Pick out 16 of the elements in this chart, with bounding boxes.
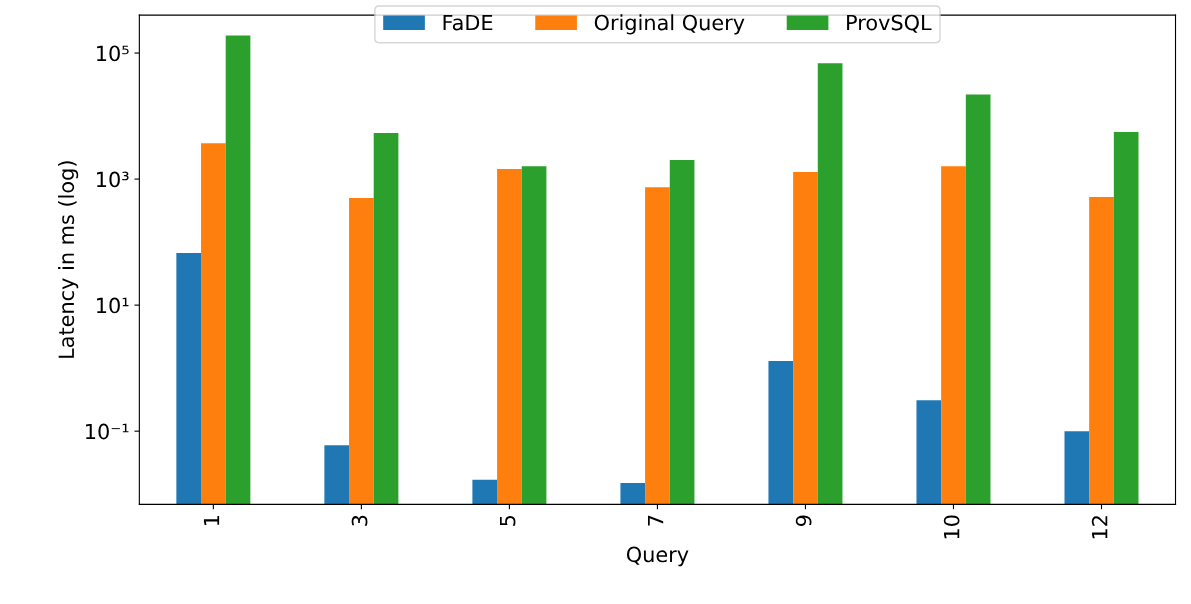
y-tick-label: 10⁵ xyxy=(97,45,129,62)
y-axis-title: Latency in ms (log) xyxy=(58,161,79,358)
x-tick-label: 7 xyxy=(647,515,664,526)
x-tick-label: 5 xyxy=(499,515,516,526)
x-tick-label: 3 xyxy=(351,515,368,526)
x-tick-label: 1 xyxy=(203,515,220,526)
x-axis-title: Query xyxy=(626,546,689,567)
legend-label: ProvSQL xyxy=(847,14,932,33)
x-tick-label: 10 xyxy=(943,515,960,539)
x-tick-label: 9 xyxy=(795,515,812,527)
y-tick-label: 10³ xyxy=(97,171,129,188)
x-tick-label: 12 xyxy=(1091,516,1108,539)
y-tick-label: 10¹ xyxy=(97,297,129,314)
legend-label: FaDE xyxy=(443,14,493,31)
legend-label: Original Query xyxy=(594,14,745,35)
y-tick-label: 10⁻¹ xyxy=(86,423,129,440)
